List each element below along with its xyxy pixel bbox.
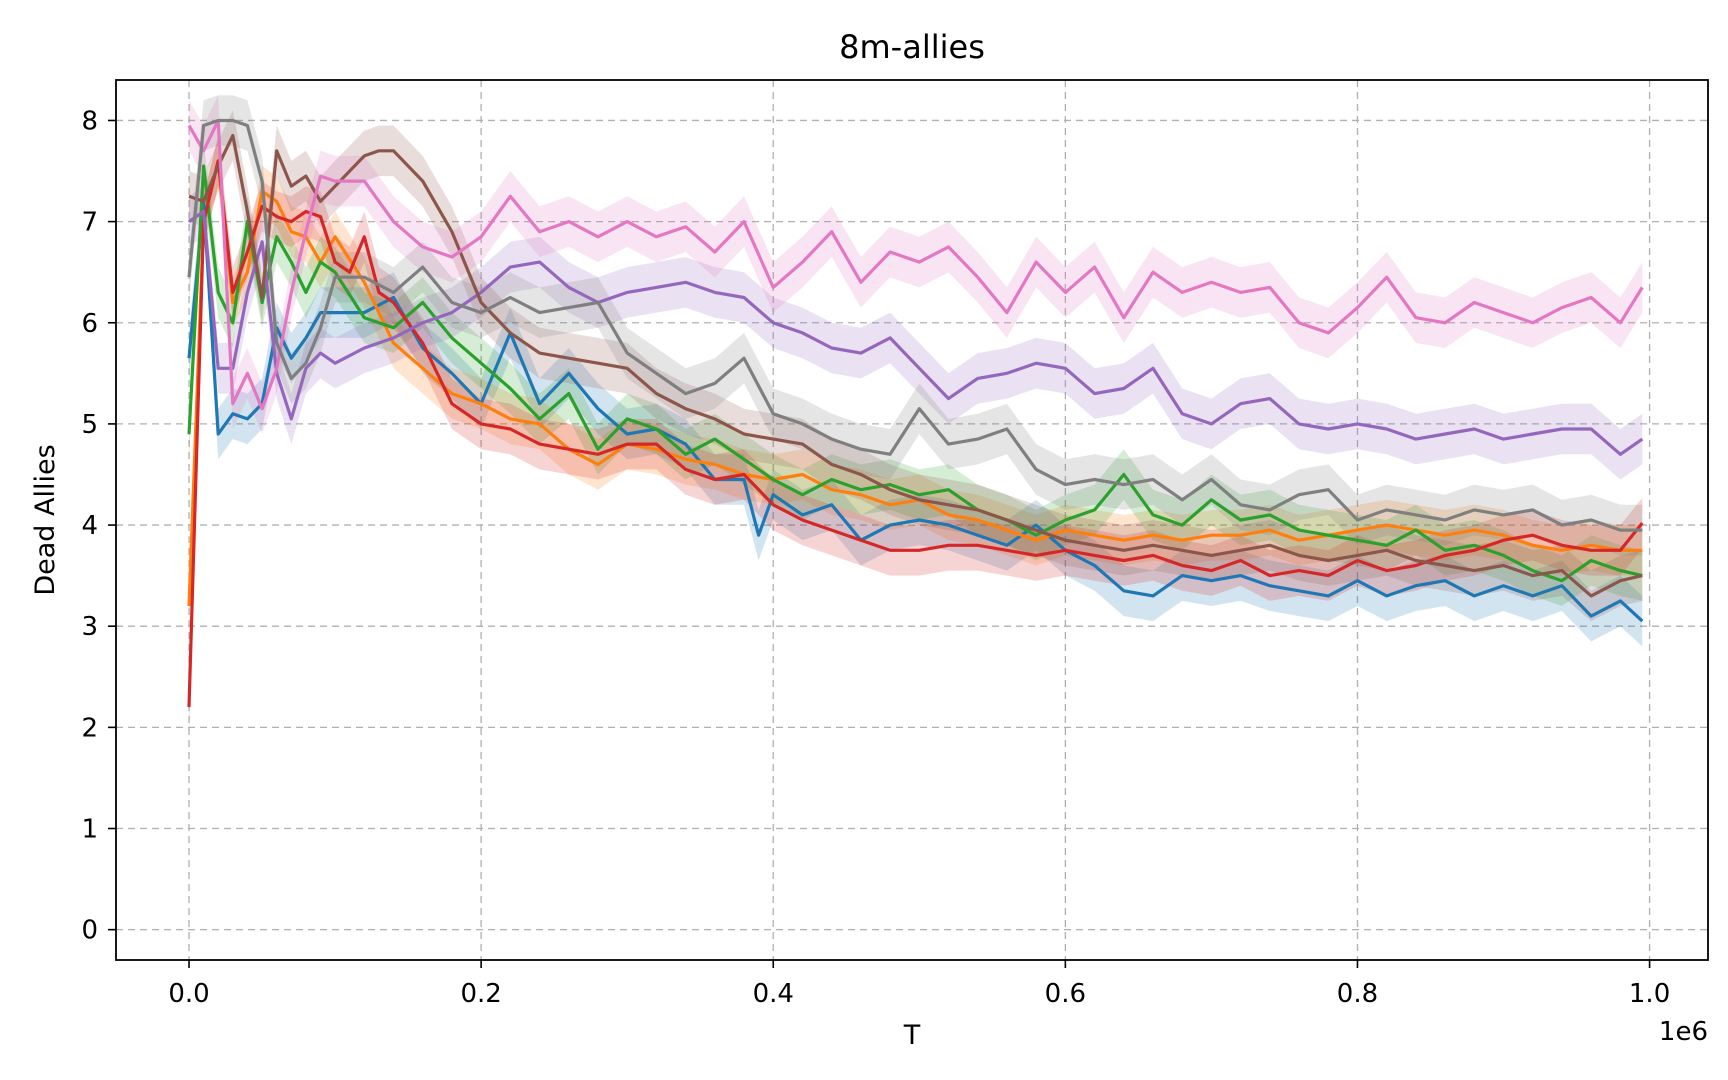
y-axis-label: Dead Allies bbox=[30, 444, 61, 595]
y-tick-label: 8 bbox=[81, 106, 98, 136]
series-3-band bbox=[189, 140, 1643, 606]
y-tick-label: 3 bbox=[81, 612, 98, 642]
y-tick-label: 7 bbox=[81, 208, 98, 238]
chart-title: 8m-allies bbox=[839, 28, 985, 66]
series-5-line bbox=[188, 209, 1644, 456]
x-axis-label: T bbox=[903, 1020, 921, 1051]
x-tick-label: 1.0 bbox=[1629, 979, 1670, 1009]
series-2-band bbox=[189, 135, 1643, 632]
series-6-line bbox=[188, 134, 1643, 598]
x-axis-offset-label: 1e6 bbox=[1659, 1017, 1708, 1047]
series-lines bbox=[187, 118, 1644, 708]
series-7-band bbox=[189, 95, 1643, 434]
series-6-band bbox=[189, 110, 1643, 622]
series-4-band bbox=[189, 135, 1643, 733]
x-tick-label: 0.0 bbox=[168, 979, 209, 1009]
series-1-band bbox=[189, 176, 1643, 647]
y-tick-label: 0 bbox=[81, 916, 98, 946]
plot-frame bbox=[115, 79, 1709, 961]
x-tick-label: 0.2 bbox=[460, 979, 501, 1009]
x-tick-label: 0.4 bbox=[753, 979, 794, 1009]
series-8-band bbox=[189, 95, 1643, 556]
x-tick-label: 0.6 bbox=[1045, 979, 1086, 1009]
y-tick-label: 2 bbox=[81, 713, 98, 743]
y-tick-label: 4 bbox=[81, 511, 98, 541]
y-tick-label: 6 bbox=[81, 309, 98, 339]
series-7-line bbox=[187, 118, 1644, 411]
series-4-line bbox=[187, 159, 1644, 708]
series-2-line bbox=[187, 159, 1643, 607]
y-tick-label: 5 bbox=[81, 410, 98, 440]
x-tick-label: 0.8 bbox=[1337, 979, 1378, 1009]
axis-ticks: 0.0 0.2 0.4 0.6 0.8 1.0 0 1 2 3 4 5 6 7 8 bbox=[81, 106, 1670, 1009]
y-tick-label: 1 bbox=[81, 815, 98, 845]
series-3-line bbox=[187, 164, 1643, 583]
series-8-line bbox=[187, 118, 1643, 532]
